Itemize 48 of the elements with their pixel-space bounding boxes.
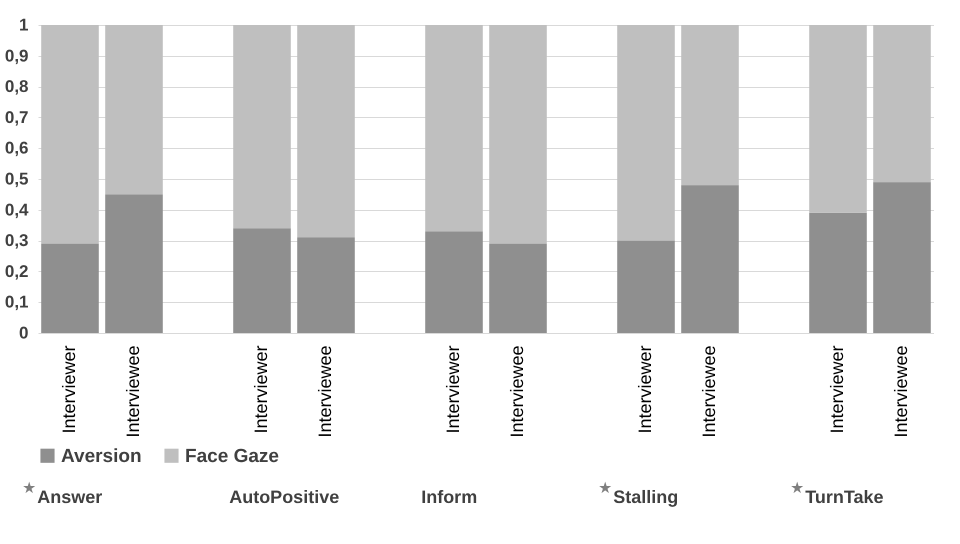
bar — [233, 228, 291, 333]
y-tick-label: 0,4 — [4, 200, 30, 220]
x-tick-label: Interviewee — [699, 346, 719, 438]
x-tick-label: Interviewee — [891, 346, 911, 438]
x-tick-label: Interviewee — [123, 346, 143, 438]
bar — [617, 240, 675, 333]
x-tick-label: Interviewee — [507, 346, 527, 438]
bar — [873, 25, 931, 182]
y-tick-label: 0,6 — [4, 138, 28, 158]
y-tick-label: 0,2 — [4, 262, 28, 281]
y-tick-label: 0 — [19, 324, 28, 342]
bar — [425, 25, 483, 232]
y-tick-label: 0,7 — [4, 108, 28, 127]
bar — [681, 25, 739, 186]
bar — [489, 25, 547, 244]
bar — [41, 25, 99, 244]
bar — [41, 244, 99, 333]
bar — [425, 231, 483, 333]
x-tick-label: Interviewer — [443, 345, 463, 434]
bar — [297, 238, 355, 333]
bar — [873, 182, 931, 333]
y-tick-label: 0,3 — [4, 231, 28, 250]
bar — [297, 25, 355, 238]
y-tick-label: 0,1 — [4, 292, 28, 312]
y-tick-label: 0,5 — [4, 170, 28, 188]
y-tick-label: 1 — [19, 16, 28, 34]
x-tick-label: Interviewee — [315, 346, 335, 438]
y-tick-label: 0,8 — [4, 77, 28, 96]
bar — [809, 25, 867, 213]
y-tick-label: 0,9 — [4, 46, 28, 66]
text: Answer — [37, 487, 102, 507]
text: Stalling — [613, 487, 678, 507]
legend-label: Face Gaze — [185, 446, 279, 467]
bar — [105, 25, 163, 194]
x-tick-label: Interviewer — [59, 345, 79, 434]
legend-label: Aversion — [61, 446, 142, 467]
bar — [681, 185, 739, 333]
x-tick-label: Interviewer — [827, 345, 847, 434]
bar — [489, 244, 547, 333]
x-tick-label: Interviewer — [251, 345, 271, 434]
x-tick-label: Interviewer — [635, 345, 655, 434]
text: Inform — [421, 487, 478, 507]
bar — [809, 212, 867, 333]
text: TurnTake — [805, 487, 884, 507]
text: AutoPositive — [229, 487, 340, 507]
bar — [617, 25, 675, 241]
bar — [105, 194, 163, 333]
bar — [233, 25, 291, 228]
